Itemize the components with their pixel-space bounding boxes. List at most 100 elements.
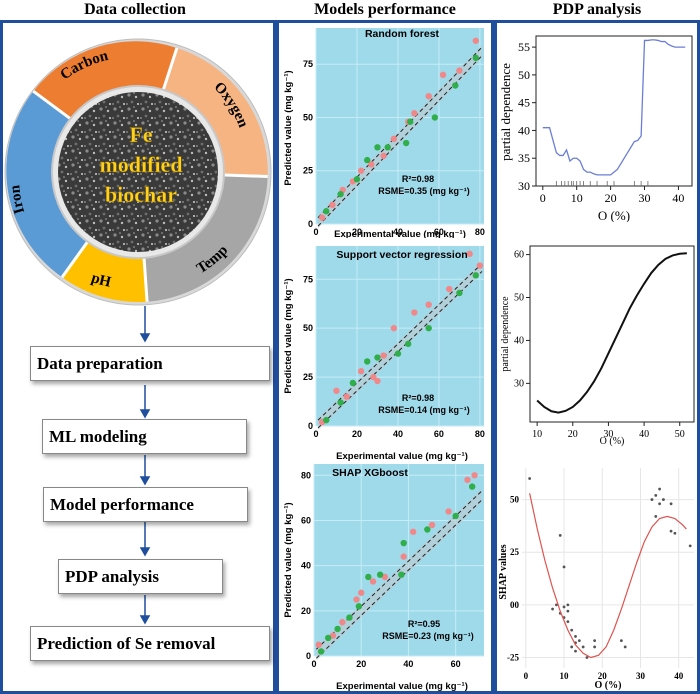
x-tick-label: 50 <box>675 429 685 440</box>
data-point-pink <box>445 285 453 293</box>
data-point-pink <box>471 472 478 479</box>
x-tick-label: 40 <box>393 227 403 237</box>
y-axis-label: partial dependence <box>498 63 513 161</box>
shap-point <box>673 531 677 535</box>
shap-point <box>623 645 627 649</box>
data-point-green <box>425 324 432 332</box>
x-tick-label: 80 <box>475 227 485 237</box>
data-point-pink <box>380 352 387 359</box>
x-tick-label: 20 <box>356 659 366 669</box>
y-tick-label: 75 <box>303 274 313 284</box>
data-point-green <box>400 539 407 547</box>
data-point-green <box>402 139 410 147</box>
data-point-pink <box>358 589 365 596</box>
data-point-pink <box>333 387 340 394</box>
data-point-pink <box>339 618 346 626</box>
x-tick-label: 40 <box>393 429 403 439</box>
center-text-line-2: modified <box>99 152 182 177</box>
data-point-green <box>349 379 357 387</box>
x-axis-label: O (%) <box>598 208 630 222</box>
data-point-green <box>323 416 330 424</box>
y-tick-label: 0 <box>308 421 313 431</box>
data-point-pink <box>343 393 350 400</box>
step-prediction-se-removal: Prediction of Se removal <box>30 626 270 661</box>
shap-point <box>593 639 597 643</box>
shap-point <box>662 498 665 501</box>
y-tick-label: 45 <box>518 96 530 110</box>
x-tick-label: 0 <box>524 671 529 681</box>
shap-point <box>562 565 566 569</box>
data-point-green <box>364 156 371 164</box>
fit-line-lower <box>316 499 482 659</box>
x-axis-label: Experimental value (mg kg⁻¹) <box>336 681 468 692</box>
y-tick-label: -25 <box>507 652 519 662</box>
data-point-green <box>431 114 439 121</box>
x-tick-label: 20 <box>352 227 362 237</box>
y-tick-label: 0 <box>306 651 311 661</box>
ring-segment-iron <box>6 91 92 278</box>
x-tick-label: 20 <box>352 429 362 439</box>
y-tick-label: 40 <box>301 561 311 571</box>
shap-point <box>574 635 577 638</box>
x-tick-label: 10 <box>560 671 570 681</box>
rmse-label: RSME=0.14 (mg kg⁻¹) <box>378 405 470 415</box>
data-point-green <box>374 144 381 151</box>
plot-title: Support vector regression <box>336 249 467 261</box>
data-point-pink <box>315 641 322 648</box>
y-tick-label: 60 <box>301 515 311 525</box>
scatter-random-forest: 0 20 40 60 80 0 25 50 75 Random forest R²=0.98 R… <box>283 28 485 238</box>
shap-point <box>574 649 577 653</box>
flow-arrows <box>139 306 151 625</box>
data-point-green <box>404 340 412 348</box>
x-tick-label: 20 <box>598 671 608 681</box>
y-tick-label: 75 <box>303 59 313 69</box>
x-tick-label: 0 <box>313 227 318 237</box>
step-pdp-analysis: PDP analysis <box>58 559 223 594</box>
data-point-green <box>407 118 414 125</box>
pdp-curve <box>542 39 686 176</box>
scatter-support-vector-regression: 0 20 40 60 80 0 25 50 75 Support vector regressi… <box>283 246 485 462</box>
y-tick-label: 25 <box>303 166 313 176</box>
y-tick-label: 30 <box>514 378 524 389</box>
x-tick-label: 60 <box>434 227 444 237</box>
pdp-plot-1: 0 10 20 30 40 30 35 40 45 50 55 O (%) partial depe… <box>498 35 693 222</box>
models-performance-panel <box>276 20 494 694</box>
y-tick-label: 50 <box>518 68 530 82</box>
data-point-pink <box>476 262 484 269</box>
data-point-pink <box>369 578 377 585</box>
x-tick-label: 60 <box>451 659 461 669</box>
r2-label: R²=0.98 <box>402 174 434 184</box>
data-point-green <box>376 571 384 578</box>
shap-point <box>658 502 661 506</box>
data-point-pink <box>409 528 417 535</box>
data-point-pink <box>400 553 407 560</box>
shap-point <box>577 639 581 643</box>
center-text-line-1: Fe <box>129 122 152 147</box>
shap-point <box>566 603 570 607</box>
data-point-pink <box>357 368 365 375</box>
y-tick-label: 0 <box>308 219 313 229</box>
y-tick-label: 25 <box>303 372 313 382</box>
data-point-green <box>346 614 353 621</box>
ring-segment-oxygen <box>162 48 268 177</box>
data-point-green <box>355 603 363 610</box>
y-tick-label: 30 <box>518 179 530 193</box>
header-data-collection: Data collection <box>84 1 186 18</box>
x-tick-label: 40 <box>674 671 684 681</box>
y-axis-label: partial dependence <box>500 296 511 372</box>
data-point-green <box>374 354 381 361</box>
shap-point <box>566 620 570 624</box>
data-point-green <box>337 190 344 198</box>
biochar-image <box>58 92 218 252</box>
data-point-pink <box>370 373 377 381</box>
x-tick-label: 60 <box>434 429 444 439</box>
shap-point <box>528 477 532 480</box>
y-axis-label: Predicted value (mg kg⁻¹) <box>283 502 294 617</box>
data-point-pink <box>425 92 432 100</box>
shap-point <box>669 529 673 533</box>
y-axis-label: SHAP values <box>498 544 509 599</box>
confidence-band <box>318 45 482 229</box>
data-point-green <box>365 573 372 581</box>
y-axis-label: Predicted value (mg kg⁻¹) <box>283 70 294 185</box>
y-axis-label: Predicted value (mg kg⁻¹) <box>283 278 294 393</box>
